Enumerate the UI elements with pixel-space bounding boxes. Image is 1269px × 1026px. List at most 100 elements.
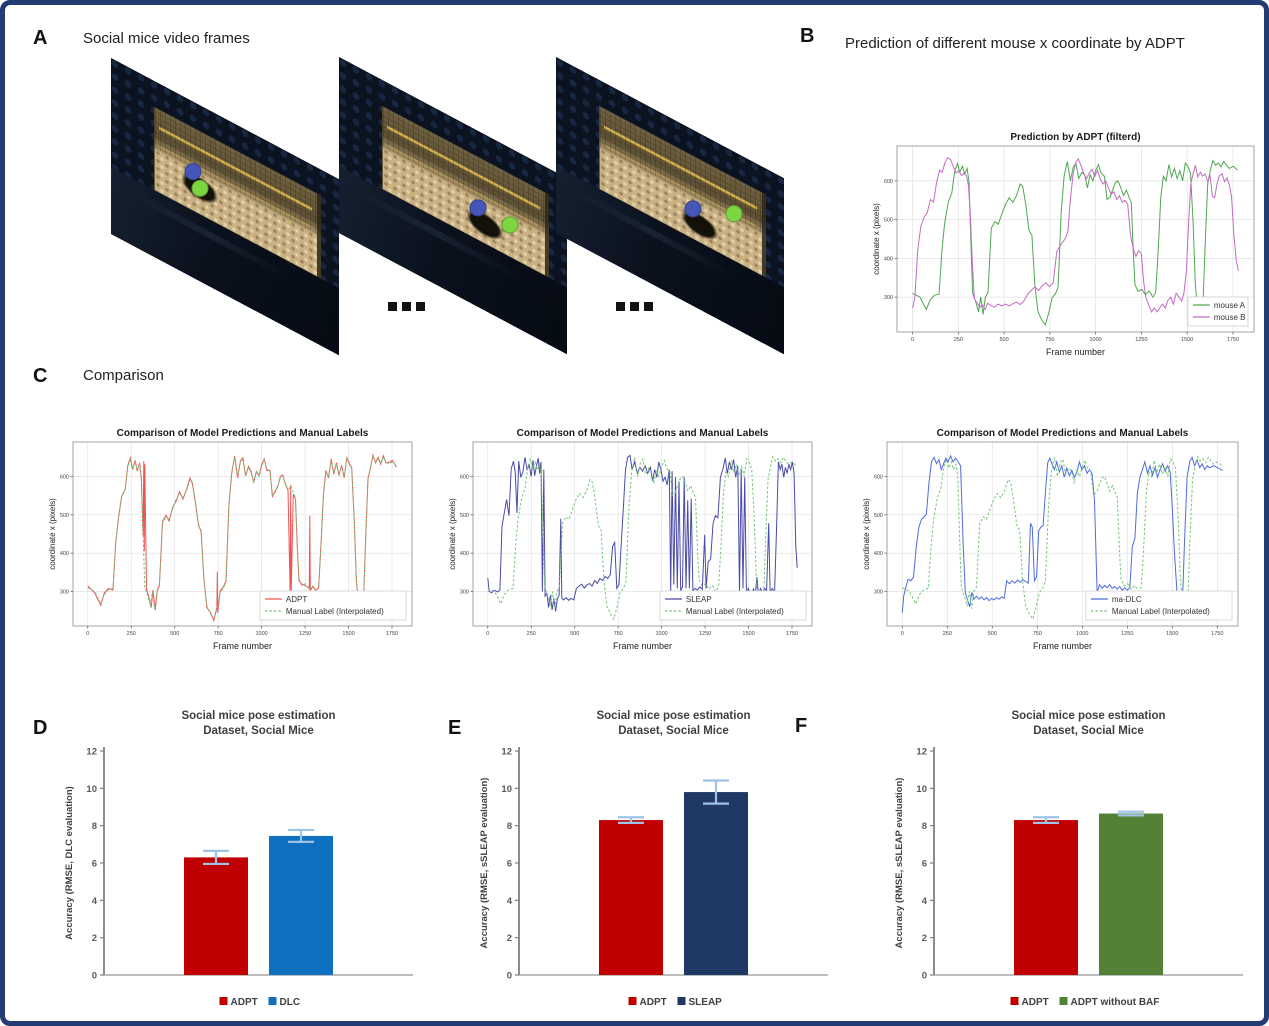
svg-text:ADPT without BAF: ADPT without BAF bbox=[1071, 997, 1160, 1008]
c1-legend bbox=[259, 590, 407, 621]
svg-text:6: 6 bbox=[922, 859, 927, 870]
svg-text:10: 10 bbox=[501, 784, 512, 795]
svg-text:1750: 1750 bbox=[786, 631, 798, 637]
svg-text:600: 600 bbox=[874, 475, 883, 481]
svg-text:Frame number: Frame number bbox=[613, 641, 672, 651]
svg-text:750: 750 bbox=[1033, 631, 1042, 637]
chart-comparison-adpt: 0 250 500 750 1000 1250 1500 1750 300 400 500 600 Co… bbox=[47, 425, 421, 653]
svg-text:0: 0 bbox=[92, 971, 97, 982]
barchart-rmse-sleap-eval: Social mice pose estimation Dataset, Soci… bbox=[475, 705, 840, 1015]
svg-text:500: 500 bbox=[988, 631, 997, 637]
svg-text:4: 4 bbox=[507, 896, 513, 907]
svg-text:Dataset, Social Mice: Dataset, Social Mice bbox=[1033, 725, 1144, 737]
video-frame-3 bbox=[556, 57, 784, 355]
f-bar-adpt-without-baf bbox=[1099, 813, 1163, 975]
svg-text:Comparison of Model Prediction: Comparison of Model Predictions and Manu… bbox=[117, 428, 369, 439]
svg-text:500: 500 bbox=[884, 218, 893, 224]
svg-text:coordinate x (pixels): coordinate x (pixels) bbox=[48, 498, 57, 570]
c2-series-manual-label-interpolated- bbox=[487, 455, 797, 621]
panel-label-a: A bbox=[33, 27, 48, 49]
svg-text:6: 6 bbox=[92, 859, 97, 870]
e-bar-adpt bbox=[599, 820, 663, 975]
svg-text:mouse B: mouse B bbox=[1214, 313, 1246, 322]
svg-text:8: 8 bbox=[507, 821, 512, 832]
b-chart-svg: 0 250 500 750 1000 1250 1500 1750 300 400 500 600 Pr… bbox=[872, 132, 1255, 357]
svg-text:12: 12 bbox=[916, 747, 927, 758]
svg-text:4: 4 bbox=[922, 896, 928, 907]
svg-text:ADPT: ADPT bbox=[231, 997, 258, 1008]
svg-text:4: 4 bbox=[92, 896, 98, 907]
mouse-marker-blue bbox=[684, 200, 702, 218]
svg-text:2: 2 bbox=[92, 933, 97, 944]
svg-text:400: 400 bbox=[874, 551, 883, 557]
svg-text:2: 2 bbox=[507, 933, 512, 944]
svg-text:500: 500 bbox=[170, 631, 179, 637]
svg-text:coordinate x (pixels): coordinate x (pixels) bbox=[862, 498, 871, 570]
svg-text:300: 300 bbox=[884, 295, 893, 301]
svg-text:Frame number: Frame number bbox=[213, 641, 272, 651]
svg-text:10: 10 bbox=[916, 784, 927, 795]
panel-a-title: Social mice video frames bbox=[83, 30, 250, 47]
d-bar-dlc bbox=[269, 835, 333, 975]
svg-text:coordinate x (pixels): coordinate x (pixels) bbox=[448, 498, 457, 570]
d-chart-svg: Social mice pose estimation Dataset, Soci… bbox=[64, 710, 413, 1008]
svg-text:Social mice pose estimation: Social mice pose estimation bbox=[181, 710, 335, 722]
svg-text:400: 400 bbox=[884, 256, 893, 262]
f-chart-svg: Social mice pose estimation Dataset, Soci… bbox=[894, 710, 1243, 1008]
svg-text:1000: 1000 bbox=[1076, 631, 1088, 637]
mouse-marker-green bbox=[725, 204, 743, 222]
svg-text:400: 400 bbox=[460, 551, 469, 557]
e-chart-svg: Social mice pose estimation Dataset, Soci… bbox=[479, 710, 828, 1008]
svg-text:250: 250 bbox=[954, 337, 963, 343]
svg-text:SLEAP: SLEAP bbox=[689, 997, 723, 1008]
svg-text:300: 300 bbox=[874, 590, 883, 596]
c3-chart-svg: 0 250 500 750 1000 1250 1500 1750 300 400 500 600 Co… bbox=[862, 428, 1239, 651]
svg-text:750: 750 bbox=[214, 631, 223, 637]
svg-text:12: 12 bbox=[501, 747, 512, 758]
svg-text:10: 10 bbox=[86, 784, 97, 795]
svg-text:Social mice pose estimation: Social mice pose estimation bbox=[596, 710, 750, 722]
svg-text:ma-DLC: ma-DLC bbox=[1112, 595, 1142, 604]
svg-text:Dataset, Social Mice: Dataset, Social Mice bbox=[203, 725, 314, 737]
svg-text:8: 8 bbox=[92, 821, 97, 832]
svg-text:1250: 1250 bbox=[699, 631, 711, 637]
svg-text:ADPT: ADPT bbox=[640, 997, 667, 1008]
svg-text:1250: 1250 bbox=[1121, 631, 1133, 637]
chart-comparison-sleap: 0 250 500 750 1000 1250 1500 1750 300 400 500 600 Co… bbox=[447, 425, 821, 653]
barchart-rmse-dlc-eval: Social mice pose estimation Dataset, Soci… bbox=[60, 705, 425, 1015]
c1-chart-svg: 0 250 500 750 1000 1250 1500 1750 300 400 500 600 Co… bbox=[48, 428, 413, 651]
svg-text:1250: 1250 bbox=[299, 631, 311, 637]
svg-text:1000: 1000 bbox=[655, 631, 667, 637]
panel-label-f: F bbox=[795, 715, 808, 737]
svg-text:500: 500 bbox=[570, 631, 579, 637]
svg-text:500: 500 bbox=[1000, 337, 1009, 343]
svg-text:Comparison of Model Prediction: Comparison of Model Predictions and Manu… bbox=[937, 428, 1189, 439]
svg-text:750: 750 bbox=[614, 631, 623, 637]
svg-text:SLEAP: SLEAP bbox=[686, 595, 712, 604]
video-frame-1 bbox=[111, 58, 339, 356]
svg-text:1500: 1500 bbox=[742, 631, 754, 637]
barchart-rmse-baf-eval: Social mice pose estimation Dataset, Soci… bbox=[890, 705, 1255, 1015]
svg-text:Manual Label (Interpolated): Manual Label (Interpolated) bbox=[286, 607, 384, 616]
e-bar-sleap bbox=[684, 792, 748, 975]
svg-text:Manual Label (Interpolated): Manual Label (Interpolated) bbox=[686, 607, 784, 616]
f-bar-adpt bbox=[1014, 820, 1078, 975]
svg-text:1000: 1000 bbox=[1090, 337, 1102, 343]
panel-label-e: E bbox=[448, 717, 462, 739]
chart-prediction-by-adpt: 0 250 500 750 1000 1250 1500 1750 300 400 500 600 Pr… bbox=[871, 129, 1263, 359]
panel-b-title: Prediction of different mouse x coordina… bbox=[845, 35, 1185, 52]
svg-text:1500: 1500 bbox=[342, 631, 354, 637]
video-frame-2 bbox=[339, 57, 567, 355]
svg-text:250: 250 bbox=[527, 631, 536, 637]
svg-text:1750: 1750 bbox=[1227, 337, 1239, 343]
svg-text:0: 0 bbox=[507, 971, 512, 982]
svg-text:Accuracy (RMSE, sSLEAP evaluat: Accuracy (RMSE, sSLEAP evaluation) bbox=[894, 778, 905, 949]
svg-text:0: 0 bbox=[922, 971, 927, 982]
svg-text:250: 250 bbox=[127, 631, 136, 637]
b-series-mouse-a bbox=[912, 159, 1238, 327]
panel-label-c: C bbox=[33, 365, 48, 387]
svg-text:1750: 1750 bbox=[1211, 631, 1223, 637]
svg-text:1500: 1500 bbox=[1166, 631, 1178, 637]
svg-text:Frame number: Frame number bbox=[1033, 641, 1092, 651]
